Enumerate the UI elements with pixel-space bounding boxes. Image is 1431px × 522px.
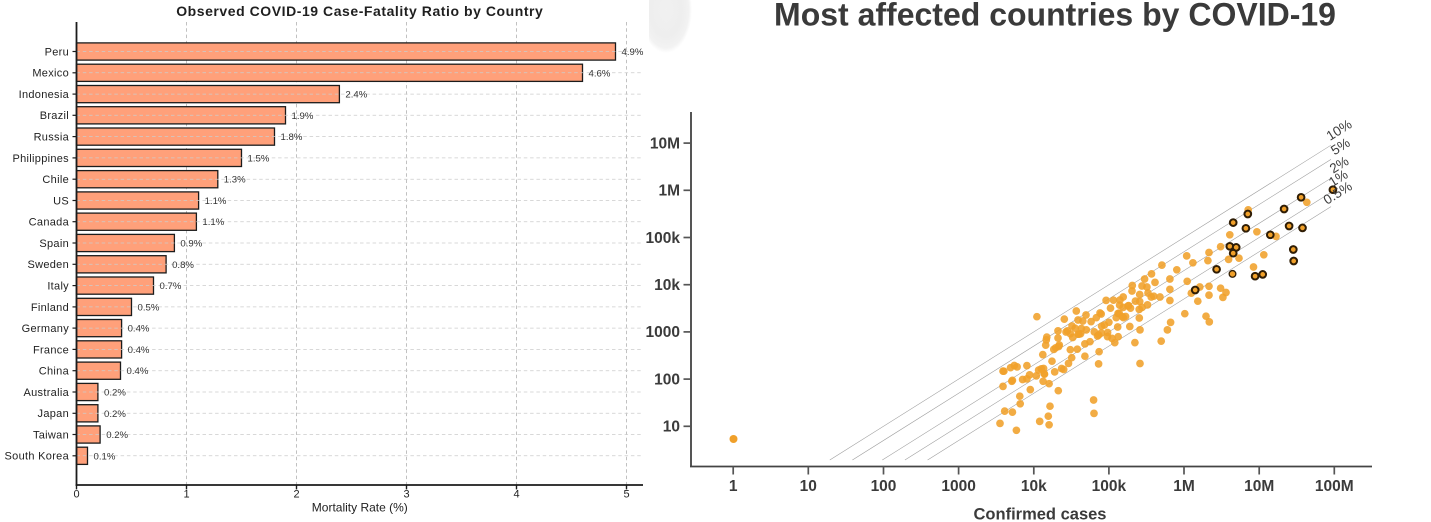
svg-text:100k: 100k: [646, 230, 681, 247]
svg-text:10k: 10k: [654, 277, 680, 294]
svg-text:Mexico: Mexico: [32, 68, 69, 80]
svg-text:0.4%: 0.4%: [128, 345, 150, 356]
svg-text:0.4%: 0.4%: [128, 324, 150, 335]
svg-text:100k: 100k: [1092, 478, 1127, 495]
svg-text:Canada: Canada: [29, 217, 70, 229]
svg-text:1.1%: 1.1%: [205, 196, 227, 207]
svg-text:4.6%: 4.6%: [589, 68, 611, 79]
svg-text:Italy: Italy: [47, 281, 69, 293]
svg-text:1.9%: 1.9%: [292, 111, 314, 122]
svg-text:0.9%: 0.9%: [180, 239, 202, 250]
svg-text:Sweden: Sweden: [27, 259, 69, 271]
svg-text:100: 100: [871, 478, 897, 495]
svg-text:3: 3: [403, 489, 409, 501]
svg-text:1.3%: 1.3%: [224, 175, 246, 186]
svg-text:2: 2: [293, 489, 299, 501]
svg-text:5: 5: [623, 489, 629, 501]
svg-text:0.2%: 0.2%: [104, 409, 126, 420]
svg-text:Peru: Peru: [45, 46, 69, 58]
svg-text:Brazil: Brazil: [40, 110, 69, 122]
svg-text:Philippines: Philippines: [12, 153, 69, 165]
svg-text:2.4%: 2.4%: [345, 90, 367, 101]
svg-text:Australia: Australia: [24, 387, 70, 399]
svg-text:Japan: Japan: [38, 408, 69, 420]
svg-text:1M: 1M: [658, 183, 680, 200]
svg-text:Germany: Germany: [22, 323, 70, 335]
svg-text:Finland: Finland: [31, 302, 69, 314]
svg-text:1: 1: [183, 489, 189, 501]
svg-text:0.7%: 0.7%: [160, 281, 182, 292]
svg-text:0.2%: 0.2%: [104, 388, 126, 399]
svg-text:10: 10: [800, 478, 817, 495]
svg-text:4.9%: 4.9%: [622, 47, 644, 58]
svg-text:1000: 1000: [646, 324, 680, 341]
svg-text:Mortality Rate (%): Mortality Rate (%): [312, 501, 408, 515]
svg-text:Chile: Chile: [42, 174, 69, 186]
svg-text:100M: 100M: [1315, 478, 1354, 495]
svg-text:1.5%: 1.5%: [248, 153, 270, 164]
svg-text:10: 10: [663, 419, 680, 436]
svg-text:Spain: Spain: [39, 238, 69, 250]
svg-text:0.2%: 0.2%: [106, 430, 128, 441]
svg-text:0.8%: 0.8%: [172, 260, 194, 271]
svg-text:1000: 1000: [941, 478, 975, 495]
svg-text:0.5%: 0.5%: [138, 302, 160, 313]
svg-text:10M: 10M: [650, 135, 680, 152]
svg-text:0: 0: [73, 489, 79, 501]
svg-text:1.1%: 1.1%: [202, 217, 224, 228]
svg-text:Most affected countries by COV: Most affected countries by COVID-19: [774, 0, 1336, 33]
svg-text:China: China: [39, 366, 70, 378]
svg-text:1M: 1M: [1173, 478, 1195, 495]
svg-text:Indonesia: Indonesia: [19, 89, 70, 101]
svg-text:Confirmed cases: Confirmed cases: [974, 506, 1107, 522]
svg-text:10M: 10M: [1244, 478, 1274, 495]
svg-text:South Korea: South Korea: [5, 451, 70, 463]
svg-text:0.1%: 0.1%: [94, 451, 116, 462]
svg-text:10k: 10k: [1021, 478, 1047, 495]
svg-text:US: US: [53, 195, 69, 207]
svg-text:100: 100: [654, 371, 680, 388]
svg-text:0.4%: 0.4%: [127, 366, 149, 377]
svg-text:Observed COVID-19 Case-Fatalit: Observed COVID-19 Case-Fatality Ratio by…: [176, 3, 543, 19]
svg-text:1.8%: 1.8%: [281, 132, 303, 143]
svg-text:4: 4: [513, 489, 519, 501]
svg-text:1: 1: [729, 478, 738, 495]
svg-text:Russia: Russia: [34, 132, 70, 144]
svg-text:Taiwan: Taiwan: [33, 429, 69, 441]
svg-text:France: France: [33, 344, 69, 356]
